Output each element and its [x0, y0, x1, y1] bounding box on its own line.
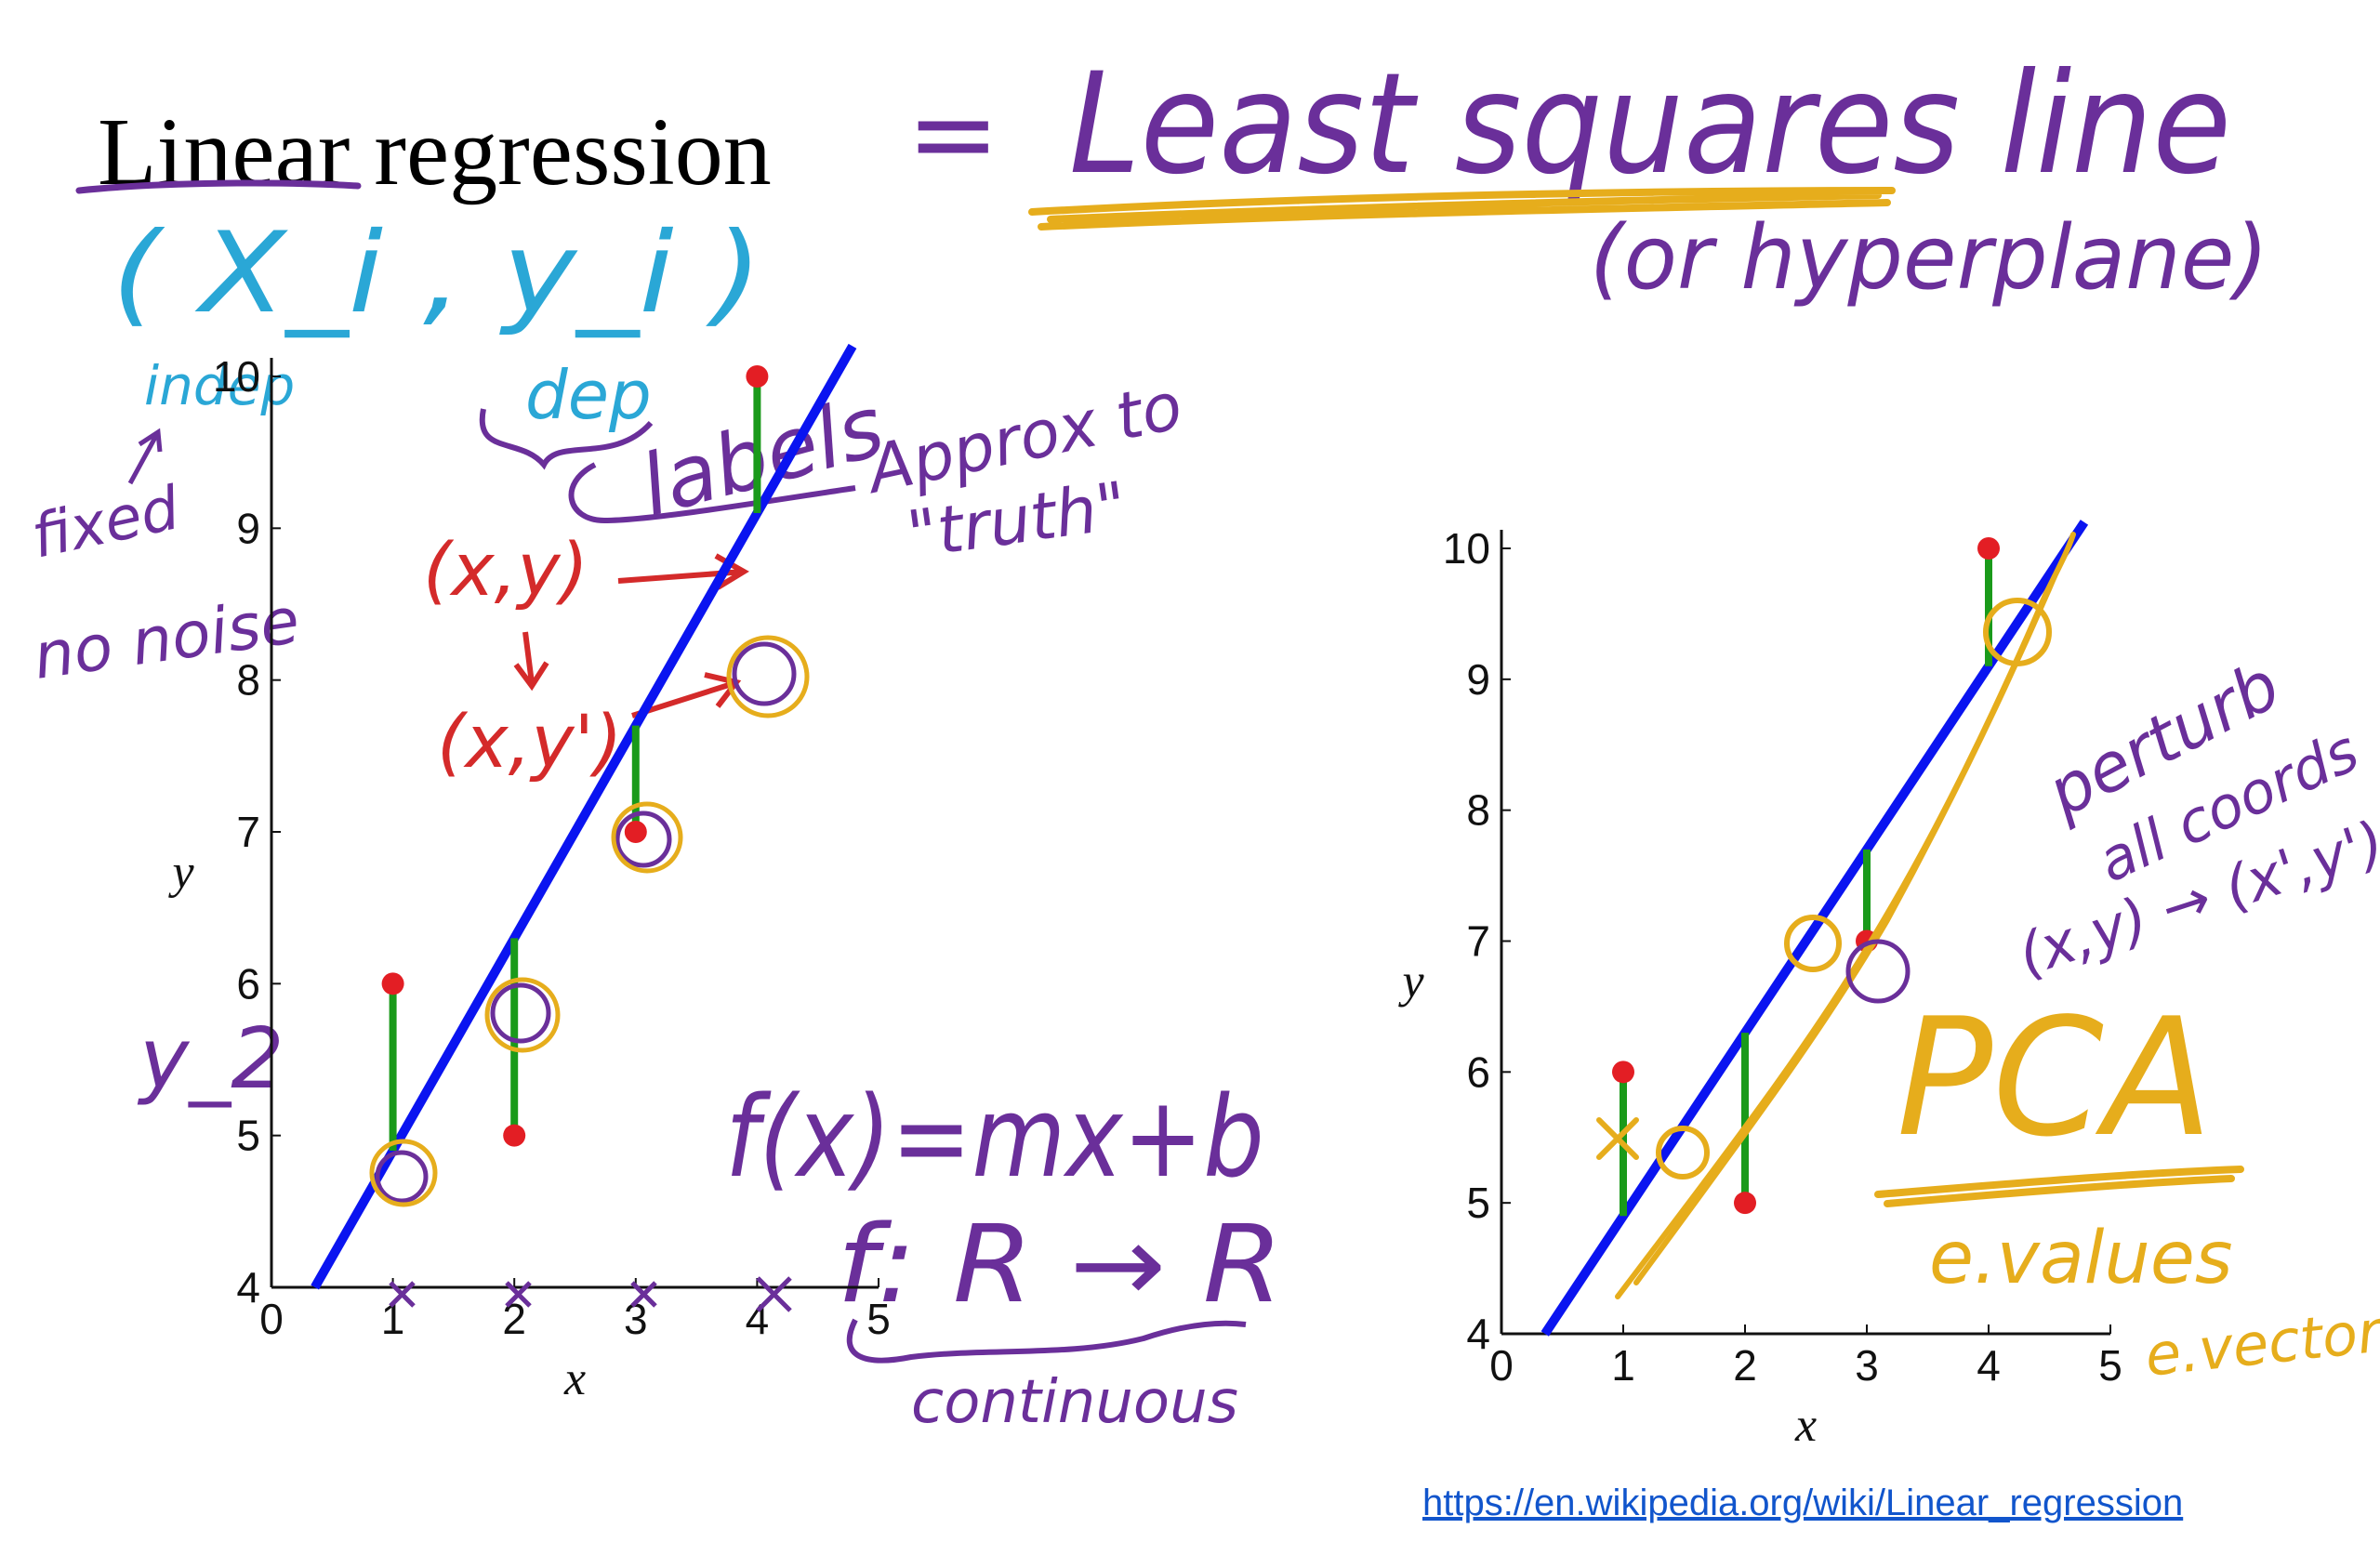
right-x-axis-label: x [1794, 1399, 1817, 1452]
xy-annotation: (x,y) [423, 529, 588, 613]
indep-annotation: indep [144, 354, 295, 417]
continuous-annotation: continuous [911, 1368, 1238, 1437]
left-y-tick-label: 8 [236, 656, 260, 705]
right-y-tick-label: 5 [1466, 1179, 1490, 1227]
fixed-arrow [127, 428, 163, 485]
f-map-annotation: f: R → R [837, 1203, 1283, 1327]
left-data-point [746, 365, 769, 388]
title-underline-scribble [75, 179, 362, 194]
y-subscript-annotation: y_2 [137, 1010, 284, 1108]
labels-brace [568, 462, 856, 524]
right-x-tick-label: 3 [1855, 1341, 1879, 1390]
continuous-brace [846, 1318, 1247, 1364]
left-y-tick-label: 10 [213, 352, 260, 401]
right-x-tick-label: 1 [1611, 1341, 1635, 1390]
right-x-tick-label: 5 [2098, 1341, 2122, 1390]
right-y-tick-label: 7 [1466, 917, 1490, 966]
right-y-tick-label: 10 [1443, 524, 1490, 573]
right-x-tick-label: 2 [1733, 1341, 1757, 1390]
least-squares-underline [1028, 187, 1896, 231]
dep-annotation: dep [525, 356, 652, 434]
right-data-point [1977, 537, 2000, 560]
right-y-tick-label: 8 [1466, 786, 1490, 835]
right-chart-gold-scribbles [1596, 532, 2076, 1299]
right-y-tick-label: 9 [1466, 655, 1490, 704]
left-x-tick-label: 5 [866, 1295, 891, 1343]
right-data-point [1612, 1061, 1634, 1084]
source-link[interactable]: https://en.wikipedia.org/wiki/Linear_reg… [1422, 1483, 2184, 1523]
left-x-axis-label: x [563, 1352, 586, 1405]
xy-prime-annotation: (x,y') [437, 701, 622, 784]
right-regression-chart: 0 1 2 3 4 5 4 5 6 7 8 9 10 x y [1397, 520, 2122, 1452]
left-y-tick-label: 6 [236, 959, 260, 1008]
left-chart-gold-circles [369, 635, 810, 1207]
right-chart-purple-circle [1845, 939, 1911, 1004]
left-y-tick-label: 5 [236, 1112, 260, 1160]
left-y-axis-label: y [167, 846, 194, 899]
f-of-x-annotation: f(x)=mx+b [725, 1074, 1264, 1203]
xy-down-arrow [513, 631, 549, 692]
left-chart-scribbles [375, 641, 797, 1312]
pca-annotation: PCA [1897, 984, 2213, 1173]
slide-title: Linear regression [98, 99, 772, 205]
left-data-point [624, 821, 647, 843]
left-y-tick-label: 7 [236, 808, 260, 856]
dep-brace [479, 408, 654, 470]
right-y-axis-label: y [1397, 955, 1424, 1008]
left-y-tick-label: 4 [236, 1263, 260, 1311]
left-data-point [503, 1124, 526, 1147]
left-x-tick-label: 0 [259, 1295, 284, 1343]
no-noise-annotation: no noise [29, 585, 303, 694]
least-squares-annotation: Least squares line [1069, 44, 2231, 205]
left-data-point [381, 972, 404, 995]
right-y-tick-label: 4 [1466, 1310, 1490, 1358]
pair-annotation: ( X_i , y_i ) [112, 209, 762, 338]
left-x-tick-label: 2 [502, 1295, 526, 1343]
right-x-tick-label: 4 [1977, 1341, 2001, 1390]
fixed-annotation: fixed [26, 474, 185, 573]
right-y-tick-label: 6 [1466, 1048, 1490, 1096]
left-regression-line [311, 343, 857, 1290]
right-data-point [1734, 1192, 1756, 1215]
pca-underline [1874, 1166, 2244, 1207]
left-y-tick-label: 9 [236, 504, 260, 552]
equals-annotation: = [906, 70, 1000, 199]
hyperplane-annotation: (or hyperplane) [1590, 207, 2268, 310]
e-vectors-annotation: e.vectors [2142, 1294, 2380, 1390]
right-x-tick-label: 0 [1489, 1341, 1514, 1390]
e-values-annotation: e.values [1929, 1217, 2232, 1300]
